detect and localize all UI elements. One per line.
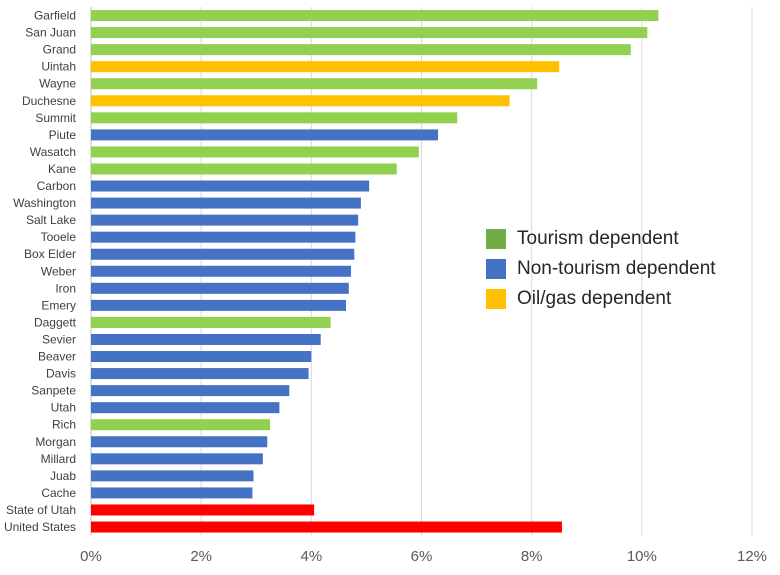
- category-label-rich: Rich: [52, 418, 76, 432]
- bar-iron: [91, 282, 349, 294]
- category-label-san-juan: San Juan: [25, 26, 76, 40]
- legend-swatch-oil-gas: [486, 289, 506, 309]
- bar-utah: [91, 402, 280, 414]
- bar-duchesne: [91, 95, 510, 107]
- category-label-weber: Weber: [41, 264, 76, 278]
- x-tick-label: 4%: [300, 548, 322, 565]
- category-label-carbon: Carbon: [37, 179, 76, 193]
- bar-juab: [91, 470, 254, 482]
- bar-weber: [91, 265, 351, 277]
- x-tick-label: 10%: [627, 548, 657, 565]
- category-label-grand: Grand: [43, 43, 76, 57]
- x-tick-label: 6%: [411, 548, 433, 565]
- bars: [91, 10, 659, 533]
- bar-kane: [91, 163, 397, 175]
- category-label-tooele: Tooele: [41, 230, 77, 244]
- bar-sanpete: [91, 385, 290, 397]
- bar-davis: [91, 368, 309, 380]
- legend-item-oil-gas: Oil/gas dependent: [486, 284, 716, 314]
- category-label-davis: Davis: [46, 367, 76, 381]
- category-label-salt-lake: Salt Lake: [26, 213, 76, 227]
- category-label-sanpete: Sanpete: [31, 384, 76, 398]
- bar-united-states: [91, 521, 562, 533]
- x-tick-label: 2%: [190, 548, 212, 565]
- category-label-uintah: Uintah: [41, 60, 76, 74]
- category-labels: Garfield San Juan Grand Uintah Wayne Duchesne…: [4, 9, 77, 535]
- category-label-duchesne: Duchesne: [22, 94, 76, 108]
- legend-swatch-tourism: [486, 229, 506, 249]
- category-label-state-of-utah: State of Utah: [6, 503, 76, 517]
- x-tick-label: 0%: [80, 548, 102, 565]
- x-tick-label: 8%: [521, 548, 543, 565]
- legend-label-oil-gas: Oil/gas dependent: [517, 288, 672, 309]
- category-label-millard: Millard: [41, 452, 76, 466]
- category-label-washington: Washington: [13, 196, 76, 210]
- bar-millard: [91, 453, 263, 465]
- bar-wayne: [91, 78, 538, 90]
- bar-daggett: [91, 316, 331, 328]
- bar-box-elder: [91, 248, 355, 260]
- bar-wasatch: [91, 146, 419, 158]
- bar-tooele: [91, 231, 356, 243]
- x-tick-label: 12%: [737, 548, 767, 565]
- legend-label-non-tourism: Non-tourism dependent: [517, 258, 716, 279]
- bar-beaver: [91, 351, 312, 363]
- bar-state-of-utah: [91, 504, 315, 516]
- bar-rich: [91, 419, 271, 431]
- category-label-beaver: Beaver: [38, 350, 76, 364]
- category-label-emery: Emery: [41, 298, 76, 312]
- category-label-daggett: Daggett: [34, 315, 77, 329]
- bar-garfield: [91, 10, 659, 22]
- bar-uintah: [91, 61, 560, 73]
- category-label-wasatch: Wasatch: [30, 145, 76, 159]
- category-label-box-elder: Box Elder: [24, 247, 76, 261]
- category-label-summit: Summit: [35, 111, 76, 125]
- bar-sevier: [91, 333, 321, 345]
- bar-salt-lake: [91, 214, 359, 226]
- bar-cache: [91, 487, 253, 499]
- x-axis-tick-labels: 0% 2% 4% 6% 8% 10% 12%: [80, 548, 767, 565]
- bar-carbon: [91, 180, 370, 192]
- bar-san-juan: [91, 27, 648, 39]
- category-label-wayne: Wayne: [39, 77, 76, 91]
- category-label-garfield: Garfield: [34, 9, 76, 23]
- bar-grand: [91, 44, 631, 56]
- legend-item-tourism: Tourism dependent: [486, 224, 716, 254]
- category-label-kane: Kane: [48, 162, 76, 176]
- category-label-utah: Utah: [51, 401, 76, 415]
- legend-item-non-tourism: Non-tourism dependent: [486, 254, 716, 284]
- category-label-piute: Piute: [49, 128, 77, 142]
- legend: Tourism dependent Non-tourism dependent …: [486, 224, 716, 314]
- bar-summit: [91, 112, 458, 124]
- category-label-juab: Juab: [50, 469, 76, 483]
- category-label-sevier: Sevier: [42, 332, 76, 346]
- category-label-morgan: Morgan: [35, 435, 76, 449]
- category-label-united-states: United States: [4, 520, 76, 534]
- bar-washington: [91, 197, 361, 209]
- legend-label-tourism: Tourism dependent: [517, 228, 679, 249]
- bar-emery: [91, 299, 347, 311]
- legend-swatch-non-tourism: [486, 259, 506, 279]
- bar-piute: [91, 129, 439, 141]
- category-label-cache: Cache: [41, 486, 76, 500]
- bar-morgan: [91, 436, 268, 448]
- category-label-iron: Iron: [55, 281, 76, 295]
